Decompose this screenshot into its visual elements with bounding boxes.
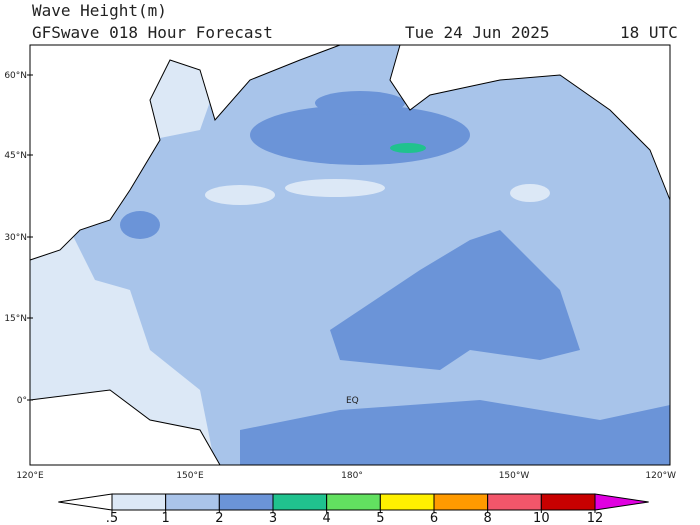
colorbar-label: 3 [269,511,277,525]
colorbar-segment [111,493,167,511]
date: Tue 24 Jun 2025 [405,23,550,42]
colorbar-label: 1 [162,511,170,525]
colorbar-label: 4 [323,511,331,525]
colorbar-segment [433,493,489,511]
lon-label: 120°E [16,471,44,481]
lat-label: 45°N [4,151,27,161]
equator-label: EQ [346,396,359,406]
colorbar-label: .5 [106,511,118,525]
map-frame [29,44,671,466]
lon-label: 150°E [176,471,204,481]
low-wave-region [205,185,275,205]
colorbar-label: 12 [587,511,604,525]
colorbar-label: 8 [484,511,492,525]
lon-label: 180° [341,471,363,481]
colorbar-segment [379,493,435,511]
colorbar-segment [487,493,542,511]
high-wave-region [330,230,580,370]
colorbar-segment [326,493,381,511]
colorbar-segment [272,493,328,511]
lon-label: 120°W [645,471,676,481]
high-wave-region [315,91,405,115]
lat-label: 0° [17,396,27,406]
subtitle: GFSwave 018 Hour Forecast [32,23,273,42]
high-wave-region [240,400,670,465]
colorbar-segment [540,493,596,511]
colorbar-label: 6 [430,511,438,525]
map: EQ [29,44,671,466]
colorbar-segment [165,493,220,511]
colorbar-arrow [58,493,113,511]
low-wave-region [510,184,550,202]
colorbar-label: 2 [215,511,223,525]
low-wave-region [285,179,385,197]
time: 18 UTC [620,23,678,42]
land-asia [29,44,341,261]
lon-label: 150°W [499,471,530,481]
high-wave-region [120,211,160,239]
title: Wave Height(m) [32,1,167,20]
colorbar-arrow [594,493,649,511]
lat-label: 15°N [4,314,27,324]
colorbar-segment [218,493,274,511]
peak-wave-region [390,143,426,153]
colorbar-label: 10 [533,511,550,525]
colorbar-label: 5 [376,511,384,525]
lat-label: 60°N [4,71,27,81]
lat-label: 30°N [4,233,27,243]
